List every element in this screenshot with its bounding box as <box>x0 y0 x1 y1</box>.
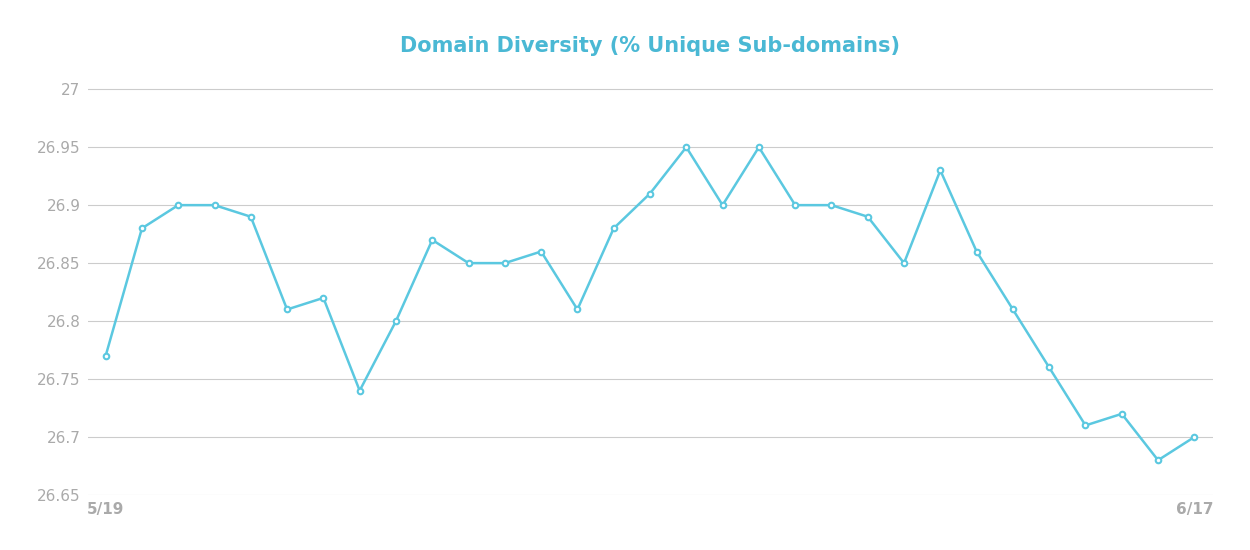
Title: Domain Diversity (% Unique Sub-domains): Domain Diversity (% Unique Sub-domains) <box>400 36 900 56</box>
